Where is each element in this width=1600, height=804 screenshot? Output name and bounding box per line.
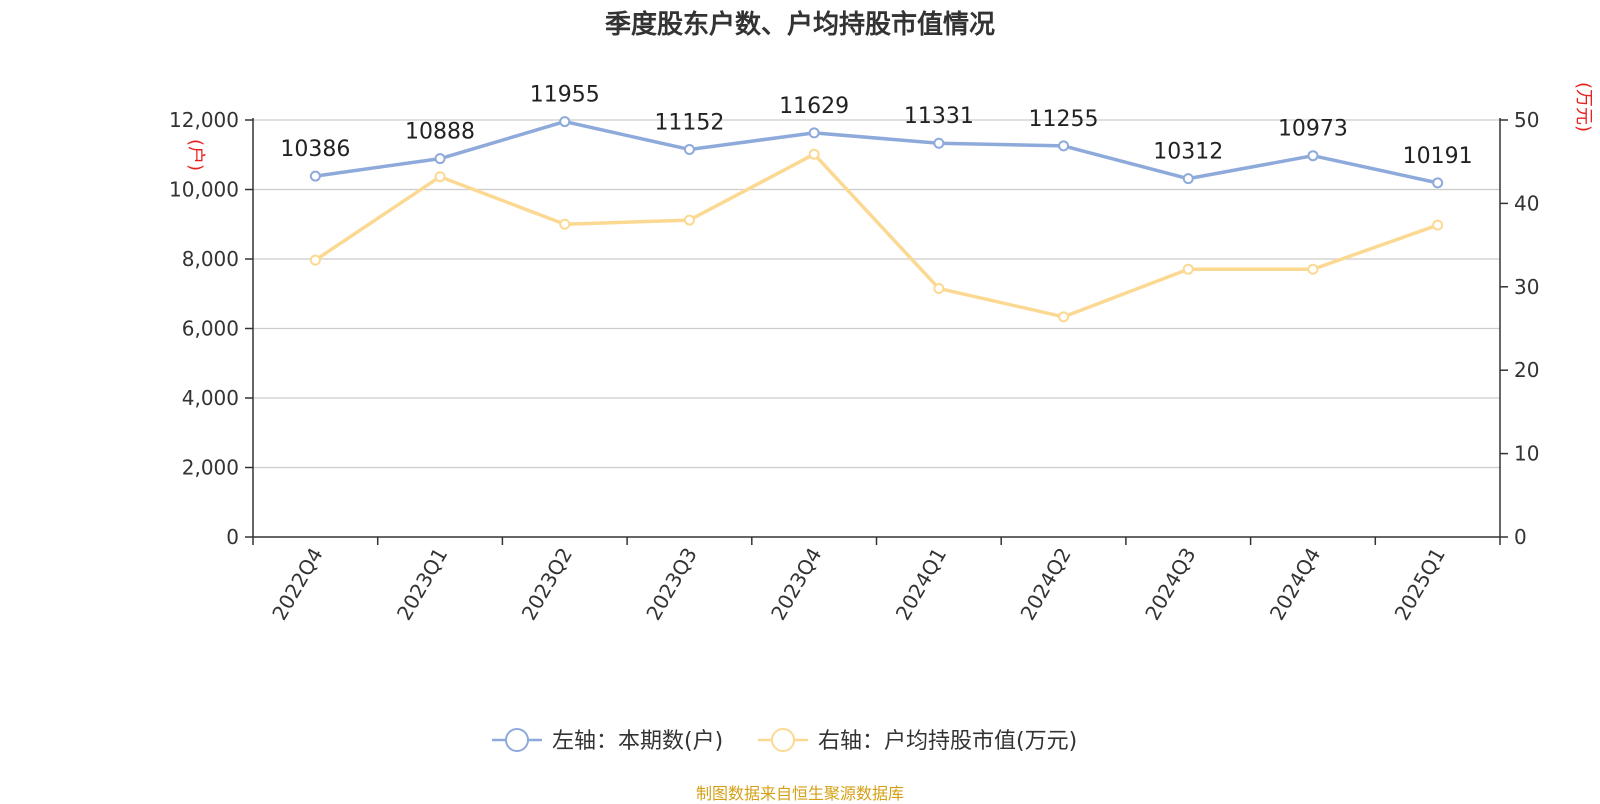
point-left [933, 137, 945, 149]
grid-lines [253, 119, 1500, 469]
data-labels: 10386 10888 11955 11152 11629 11331 11255 10312… [280, 83, 1472, 169]
x-tick-label: 2022Q4 [267, 544, 327, 625]
data-label: 11629 [779, 94, 849, 119]
left-tick-label: 2,000 [182, 456, 239, 480]
data-label: 10888 [405, 120, 475, 145]
x-tick-label: 2023Q1 [392, 544, 452, 625]
x-tick-label: 2023Q4 [766, 544, 826, 625]
legend: 左轴：本期数(户) 右轴：户均持股市值(万元) [492, 728, 1077, 754]
axes: 0 2,000 4,000 6,000 8,000 10,000 12,000 0 10 20 30… [169, 82, 1594, 624]
left-axis-unit: (户) [185, 139, 206, 171]
legend-label: 左轴：本期数(户) [552, 729, 723, 754]
left-tick-label: 6,000 [182, 317, 239, 341]
point-right [559, 218, 571, 230]
point-left [1432, 177, 1444, 189]
point-left [808, 127, 820, 139]
right-axis-unit: (万元) [1573, 82, 1594, 132]
point-right [1182, 263, 1194, 275]
x-tick-label: 2024Q3 [1140, 544, 1200, 625]
legend-marker [505, 728, 529, 752]
point-right [309, 254, 321, 266]
legend-marker [771, 728, 795, 752]
x-tick-label: 2025Q1 [1390, 544, 1450, 625]
data-label: 11152 [654, 110, 724, 135]
data-label: 11331 [904, 104, 974, 129]
point-left [1058, 140, 1070, 152]
data-label: 11255 [1029, 107, 1099, 132]
point-right [683, 214, 695, 226]
x-tick-label: 2024Q2 [1015, 544, 1075, 625]
series-lines [309, 116, 1444, 323]
point-left [683, 143, 695, 155]
data-label: 10386 [280, 137, 350, 162]
x-tick-label: 2024Q1 [891, 544, 951, 625]
x-tick-label: 2023Q3 [641, 544, 701, 625]
right-tick-label: 0 [1514, 525, 1527, 549]
left-tick-label: 4,000 [182, 386, 239, 410]
right-tick-label: 10 [1514, 442, 1539, 466]
left-tick-label: 10,000 [169, 178, 239, 202]
data-label: 10312 [1153, 140, 1223, 165]
source-note: 制图数据来自恒生聚源数据库 [695, 784, 904, 803]
point-right [1058, 311, 1070, 323]
left-tick-label: 0 [226, 525, 239, 549]
point-right [1307, 263, 1319, 275]
right-tick-label: 30 [1514, 275, 1539, 299]
point-right [1432, 219, 1444, 231]
series-line-right [314, 152, 1439, 319]
point-left [309, 170, 321, 182]
x-tick-label: 2023Q2 [517, 544, 577, 625]
left-tick-label: 8,000 [182, 247, 239, 271]
legend-label: 右轴：户均持股市值(万元) [818, 729, 1077, 754]
point-left [559, 116, 571, 128]
data-label: 11955 [530, 83, 600, 108]
chart-title: 季度股东户数、户均持股市值情况 [604, 10, 995, 40]
point-left [1182, 173, 1194, 185]
right-tick-label: 40 [1514, 191, 1539, 215]
point-right [808, 148, 820, 160]
point-left [1307, 150, 1319, 162]
x-tick-label: 2024Q4 [1265, 544, 1325, 625]
left-tick-label: 12,000 [169, 108, 239, 132]
right-tick-label: 50 [1514, 108, 1539, 132]
data-label: 10191 [1403, 144, 1473, 169]
data-label: 10973 [1278, 117, 1348, 142]
point-right [933, 282, 945, 294]
series-line-left [315, 119, 1439, 185]
right-tick-label: 20 [1514, 358, 1539, 382]
point-left [434, 153, 446, 165]
point-right [434, 171, 446, 183]
